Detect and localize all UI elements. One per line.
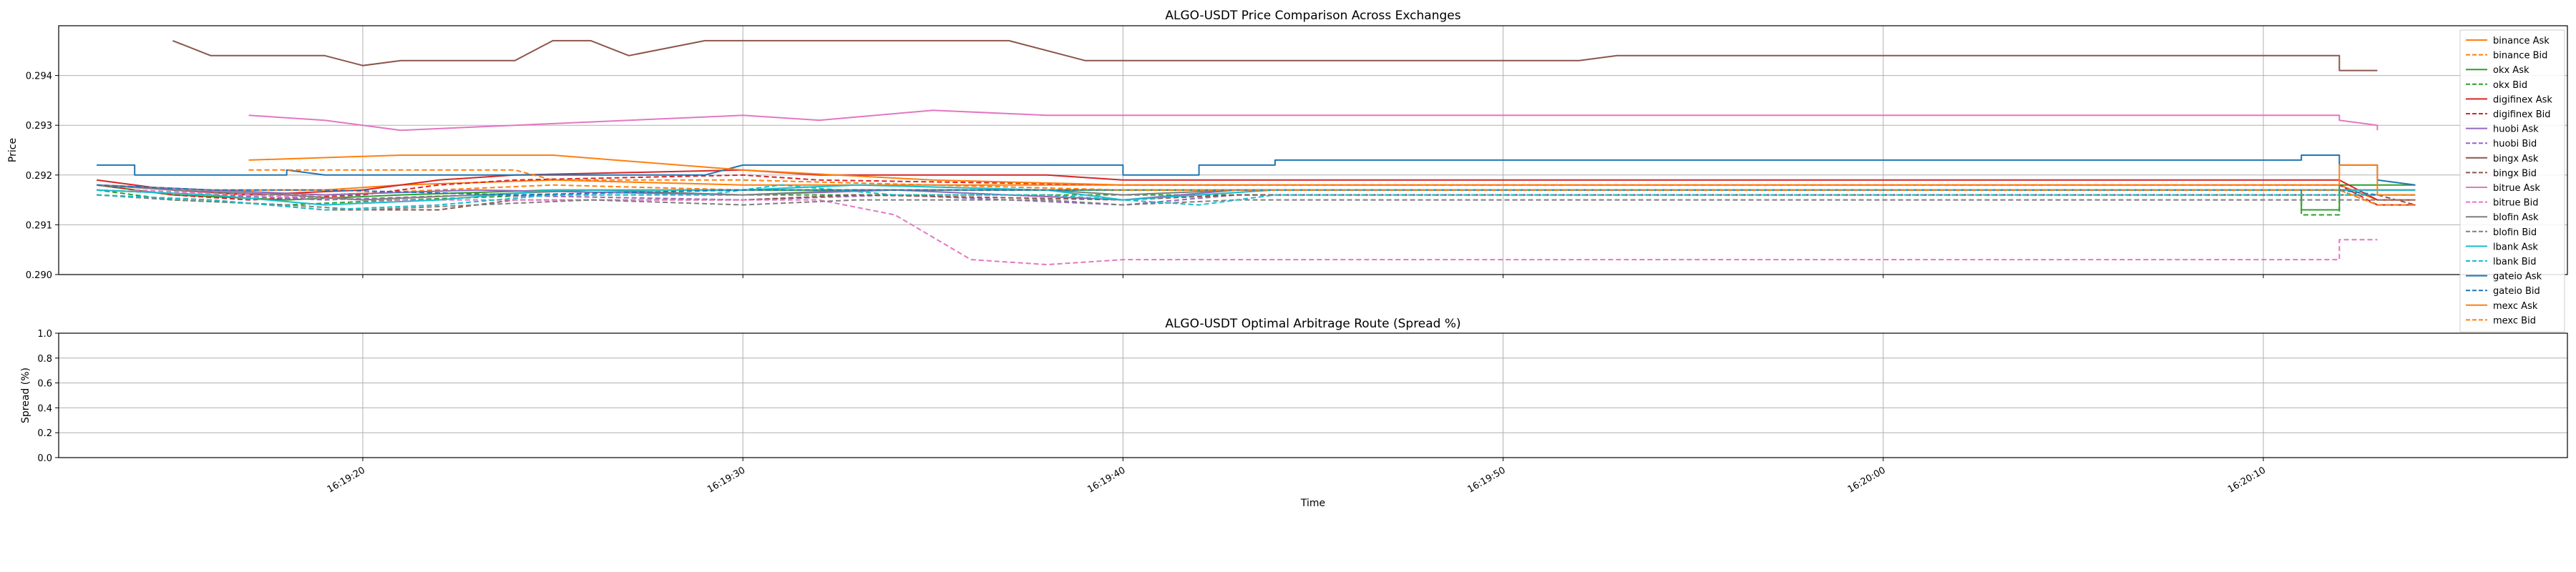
series-line-lbank-bid bbox=[97, 184, 2416, 211]
legend: binance Ask binance Bid okx Ask okx Bid digi… bbox=[2459, 29, 2565, 332]
legend-label: blofin Bid bbox=[2493, 227, 2537, 238]
price-series-lines bbox=[96, 39, 2416, 266]
spread-y-tick-label: 0.0 bbox=[37, 453, 52, 464]
legend-label: bitrue Ask bbox=[2493, 183, 2540, 194]
spread-y-tick-label: 0.2 bbox=[37, 428, 52, 439]
legend-label: binance Bid bbox=[2493, 51, 2547, 61]
series-line-mexc-bid bbox=[248, 169, 2416, 206]
spread-y-ticks: 0.0 0.2 0.4 0.6 0.8 1.0 bbox=[37, 329, 59, 464]
legend-label: gateio Ask bbox=[2493, 272, 2542, 282]
legend-label: digifinex Bid bbox=[2493, 109, 2551, 120]
price-plot-frame bbox=[58, 25, 2568, 275]
price-comparison-chart: 0.290 0.291 0.292 0.293 0.294 ALGO-USDT Pric… bbox=[7, 9, 2568, 332]
spread-y-tick-label: 1.0 bbox=[37, 329, 52, 340]
legend-label: gateio Bid bbox=[2493, 286, 2540, 297]
spread-plot-frame bbox=[58, 332, 2568, 458]
legend-label: mexc Bid bbox=[2493, 315, 2536, 326]
legend-label: okx Bid bbox=[2493, 80, 2527, 91]
price-y-tick-label: 0.291 bbox=[26, 220, 52, 231]
legend-label: blofin Ask bbox=[2493, 212, 2539, 223]
series-line-bitrue-ask bbox=[248, 109, 2379, 132]
legend-label: binance Ask bbox=[2493, 36, 2550, 46]
price-y-ticks: 0.290 0.291 0.292 0.293 0.294 bbox=[26, 72, 59, 281]
legend-label: bingx Ask bbox=[2493, 154, 2539, 164]
price-y-tick-label: 0.290 bbox=[26, 270, 52, 281]
legend-label: huobi Ask bbox=[2493, 124, 2539, 135]
series-line-gateio-ask bbox=[97, 154, 2416, 186]
legend-label: mexc Ask bbox=[2493, 301, 2538, 312]
spread-y-axis-label: Spread (%) bbox=[20, 368, 31, 423]
price-y-tick-label: 0.292 bbox=[26, 171, 52, 182]
spread-y-tick-label: 0.4 bbox=[37, 403, 52, 414]
legend-label: bitrue Bid bbox=[2493, 198, 2538, 209]
spread-chart-title: ALGO-USDT Optimal Arbitrage Route (Sprea… bbox=[1165, 317, 1460, 331]
time-x-axis-label: Time bbox=[1300, 498, 1325, 509]
price-chart-title: ALGO-USDT Price Comparison Across Exchan… bbox=[1165, 9, 1460, 23]
price-y-tick-label: 0.294 bbox=[26, 72, 52, 82]
legend-items: binance Ask binance Bid okx Ask okx Bid digi… bbox=[2466, 36, 2552, 326]
legend-label: lbank Ask bbox=[2493, 242, 2538, 252]
series-line-blofin-ask bbox=[97, 184, 2416, 201]
series-line-bitrue-bid bbox=[135, 189, 2378, 266]
series-line-bingx-ask bbox=[172, 39, 2378, 72]
price-y-axis-label: Price bbox=[7, 138, 19, 162]
series-line-digifinex-bid bbox=[96, 174, 2416, 206]
spread-y-tick-label: 0.6 bbox=[37, 379, 52, 390]
legend-label: huobi Bid bbox=[2493, 139, 2537, 149]
legend-box bbox=[2459, 29, 2565, 332]
price-y-tick-label: 0.293 bbox=[26, 121, 52, 132]
series-line-gateio-bid bbox=[97, 184, 2416, 196]
legend-label: okx Ask bbox=[2493, 65, 2529, 76]
legend-label: bingx Bid bbox=[2493, 168, 2537, 179]
series-line-mexc-ask bbox=[248, 154, 2416, 196]
legend-label: digifinex Ask bbox=[2493, 94, 2552, 105]
spread-y-tick-label: 0.8 bbox=[37, 354, 52, 365]
legend-label: lbank Bid bbox=[2493, 257, 2537, 267]
